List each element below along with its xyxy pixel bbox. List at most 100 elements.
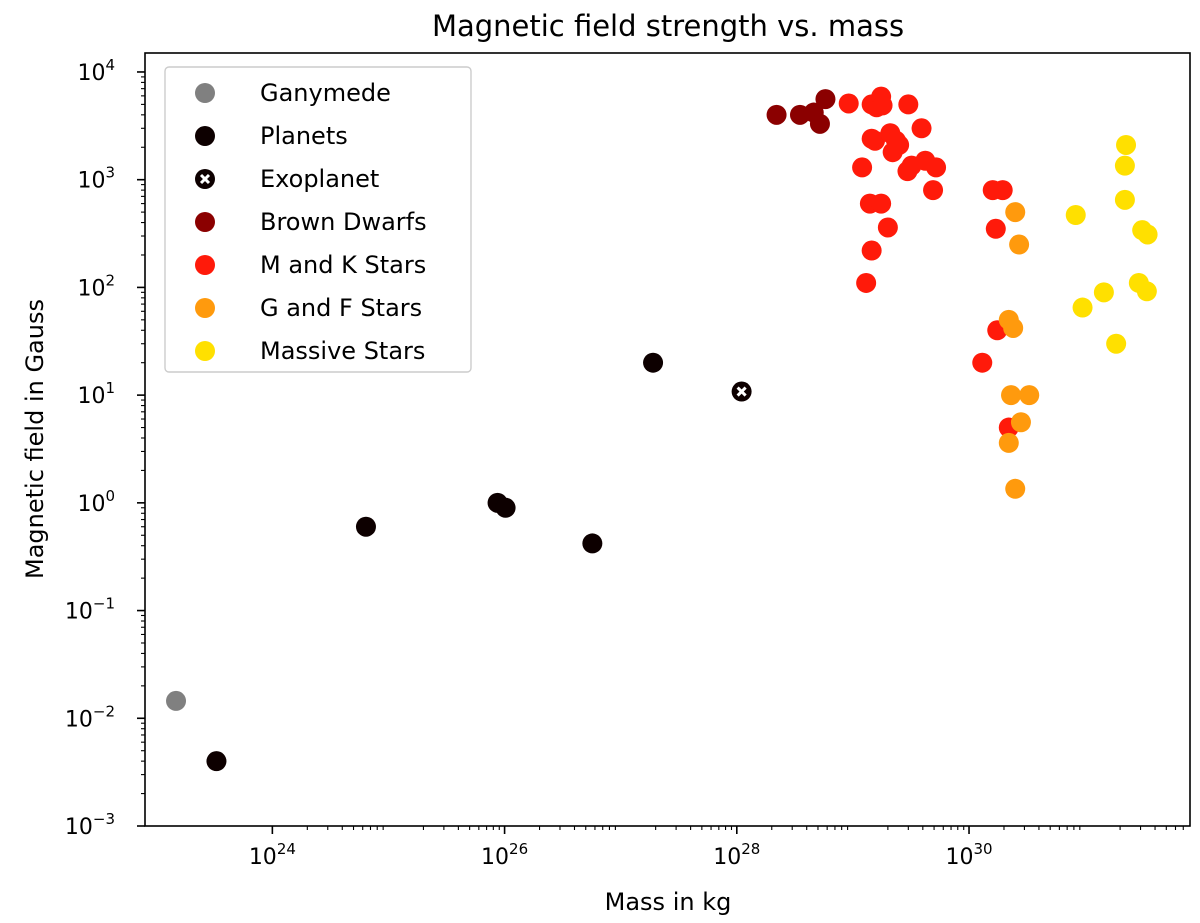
y-tick-label-base: 10 xyxy=(77,276,105,301)
data-point-g-and-f-stars xyxy=(1009,234,1030,255)
x-tick-label: 1030 xyxy=(945,840,992,870)
series-exoplanet xyxy=(731,381,752,402)
data-point-m-and-k-stars xyxy=(852,157,873,178)
y-tick-label: 103 xyxy=(77,164,115,194)
x-tick-label-exponent: 24 xyxy=(277,840,296,858)
legend-label-massive-stars: Massive Stars xyxy=(260,337,425,365)
legend-label-ganymede: Ganymede xyxy=(260,79,391,107)
y-tick-label-exponent: 4 xyxy=(105,56,115,74)
y-tick-label-base: 10 xyxy=(77,61,105,86)
x-tick-label-exponent: 26 xyxy=(509,840,528,858)
data-point-massive-stars xyxy=(1106,333,1127,354)
data-point-g-and-f-stars xyxy=(998,432,1019,453)
data-point-m-and-k-stars xyxy=(911,118,932,139)
data-point-massive-stars xyxy=(1116,134,1137,155)
data-point-brown-dwarfs xyxy=(815,89,836,110)
data-point-ganymede xyxy=(166,690,187,711)
legend-label-exoplanet: Exoplanet xyxy=(260,165,379,193)
data-point-m-and-k-stars xyxy=(972,352,993,373)
series-m-and-k-stars xyxy=(838,86,1019,438)
data-point-massive-stars xyxy=(1065,205,1086,226)
legend-marker-m-and-k-stars xyxy=(195,255,215,275)
x-tick-label: 1024 xyxy=(249,840,296,870)
y-tick-label-exponent: −2 xyxy=(93,702,115,720)
series-planets xyxy=(206,352,664,772)
x-tick-label-base: 10 xyxy=(481,845,509,870)
x-tick-label-exponent: 28 xyxy=(741,840,760,858)
y-tick-label-exponent: 0 xyxy=(105,487,115,505)
y-tick-label-exponent: −3 xyxy=(93,810,115,828)
y-tick-label-base: 10 xyxy=(65,815,93,840)
x-axis: 1024 1026 1028 1030 xyxy=(249,826,1184,870)
data-point-planets xyxy=(206,751,227,772)
series-g-and-f-stars xyxy=(998,202,1040,499)
data-point-m-and-k-stars xyxy=(856,272,877,293)
data-point-massive-stars xyxy=(1093,282,1114,303)
data-point-g-and-f-stars xyxy=(1003,317,1024,338)
y-tick-label: 102 xyxy=(77,271,115,301)
data-point-m-and-k-stars xyxy=(877,217,898,238)
legend-label-planets: Planets xyxy=(260,122,348,150)
data-point-planets xyxy=(643,352,664,373)
data-point-planets xyxy=(355,516,376,537)
data-point-planets xyxy=(495,497,516,518)
y-tick-label: 104 xyxy=(77,56,115,86)
x-tick-label: 1028 xyxy=(713,840,760,870)
x-tick-label-base: 10 xyxy=(249,845,277,870)
data-point-m-and-k-stars xyxy=(992,180,1013,201)
data-point-g-and-f-stars xyxy=(1005,478,1026,499)
data-point-m-and-k-stars xyxy=(898,94,919,115)
y-tick-label-exponent: 2 xyxy=(105,271,115,289)
data-point-m-and-k-stars xyxy=(985,218,1006,239)
series-ganymede xyxy=(166,690,187,711)
x-tick-label-exponent: 30 xyxy=(973,840,992,858)
data-point-massive-stars xyxy=(1114,155,1135,176)
legend-marker-massive-stars xyxy=(195,341,215,361)
series-brown-dwarfs xyxy=(766,89,836,134)
x-tick-label: 1026 xyxy=(481,840,528,870)
y-tick-label: 10−1 xyxy=(65,595,115,625)
y-tick-label-exponent: 3 xyxy=(105,164,115,182)
data-point-m-and-k-stars xyxy=(882,142,903,163)
data-point-brown-dwarfs xyxy=(766,104,787,125)
data-point-m-and-k-stars xyxy=(861,240,882,261)
y-tick-label-base: 10 xyxy=(77,169,105,194)
data-point-g-and-f-stars xyxy=(1005,202,1026,223)
data-point-g-and-f-stars xyxy=(1019,385,1040,406)
data-point-m-and-k-stars xyxy=(923,180,944,201)
data-point-m-and-k-stars xyxy=(861,128,882,149)
y-tick-label: 101 xyxy=(77,379,115,409)
y-tick-label: 10−3 xyxy=(65,810,115,840)
data-point-massive-stars xyxy=(1137,224,1158,245)
series-layer xyxy=(166,86,1158,772)
x-axis-label: Mass in kg xyxy=(605,888,732,916)
y-tick-label-exponent: 1 xyxy=(105,379,115,397)
data-point-brown-dwarfs xyxy=(809,113,830,134)
data-point-m-and-k-stars xyxy=(871,193,892,214)
y-tick-label-base: 10 xyxy=(77,492,105,517)
legend-label-brown-dwarfs: Brown Dwarfs xyxy=(260,208,427,236)
legend-items: Ganymede Planets Exoplanet Brown Dwarfs M an… xyxy=(195,79,427,365)
legend-marker-planets xyxy=(195,126,215,146)
data-point-massive-stars xyxy=(1114,189,1135,210)
data-point-massive-stars xyxy=(1136,281,1157,302)
y-tick-label: 100 xyxy=(77,487,115,517)
legend-label-g-and-f-stars: G and F Stars xyxy=(260,294,422,322)
data-point-m-and-k-stars xyxy=(872,95,893,116)
y-tick-label-base: 10 xyxy=(65,600,93,625)
legend-marker-x-stroke xyxy=(199,173,211,185)
y-axis-label: Magnetic field in Gauss xyxy=(21,299,49,579)
legend-label-m-and-k-stars: M and K Stars xyxy=(260,251,426,279)
legend-marker-brown-dwarfs xyxy=(195,212,215,232)
data-point-m-and-k-stars xyxy=(926,157,947,178)
y-tick-label-base: 10 xyxy=(77,384,105,409)
x-tick-label-base: 10 xyxy=(945,845,973,870)
chart-title: Magnetic field strength vs. mass xyxy=(432,9,904,43)
data-point-g-and-f-stars xyxy=(1001,385,1022,406)
legend-marker-ganymede xyxy=(195,83,215,103)
data-point-x-stroke xyxy=(736,386,747,397)
legend-box xyxy=(164,66,472,373)
data-point-massive-stars xyxy=(1072,297,1093,318)
